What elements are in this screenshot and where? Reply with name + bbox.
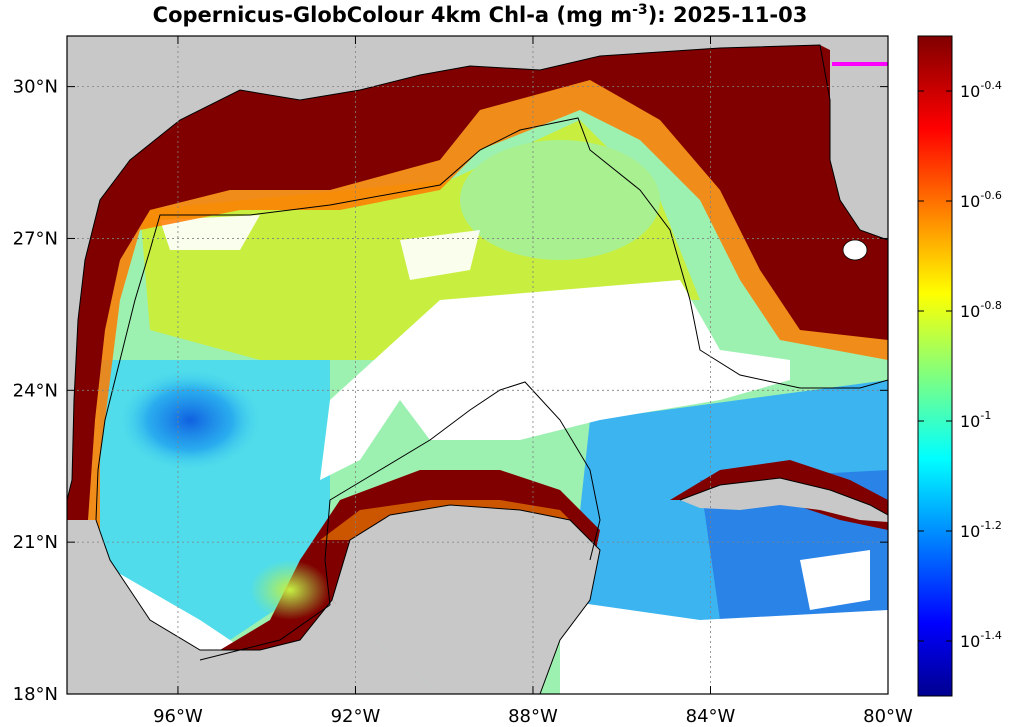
title-suffix: ): 2025-11-03 bbox=[647, 3, 808, 27]
y-tick-label: 27°N bbox=[13, 228, 58, 249]
colorbar-tick-label: 10-1.2 bbox=[960, 519, 1002, 541]
x-tick-label: 92°W bbox=[331, 706, 381, 727]
low-chl-eddy bbox=[120, 370, 260, 470]
eez-boundary-north bbox=[149, 117, 888, 389]
x-tick-label: 84°W bbox=[686, 706, 736, 727]
map-title: Copernicus-GlobColour 4km Chl-a (mg m-3)… bbox=[0, 2, 960, 27]
eez-boundary-sw bbox=[199, 604, 331, 661]
coastline-south bbox=[95, 504, 601, 694]
y-tick-label: 21°N bbox=[13, 532, 58, 553]
green-patch bbox=[250, 560, 330, 620]
map-frame bbox=[66, 35, 889, 695]
colorbar-tick-label: 10-0.4 bbox=[960, 79, 1002, 101]
loop-region bbox=[460, 140, 660, 260]
y-tick-label: 18°N bbox=[13, 684, 58, 705]
colorbar-ticks: 10-0.4 10-0.6 10-0.8 10-1 10-1.2 10-1.4 bbox=[918, 79, 1002, 651]
x-tick-label: 88°W bbox=[508, 706, 558, 727]
no-data-cloud-center bbox=[320, 280, 790, 480]
land-us bbox=[67, 36, 888, 500]
colorbar-tick-label: 10-0.6 bbox=[960, 189, 1002, 211]
colorbar-tick-label: 10-1.4 bbox=[960, 629, 1002, 651]
y-tick-label: 24°N bbox=[13, 380, 58, 401]
high-chl-coastal-band bbox=[67, 36, 888, 520]
y-axis-labels: 30°N 27°N 24°N 21°N 18°N bbox=[13, 77, 58, 705]
lake-okeechobee bbox=[842, 239, 868, 261]
eez-boundary-mexico bbox=[324, 381, 601, 606]
colorbar-tick-label: 10-1 bbox=[960, 409, 991, 431]
grid-lines bbox=[67, 36, 888, 694]
no-data-cloud-east bbox=[800, 550, 870, 610]
colorbar bbox=[917, 35, 953, 697]
title-prefix: Copernicus-GlobColour 4km Chl-a (mg m bbox=[152, 3, 633, 27]
land-cuba bbox=[680, 478, 888, 522]
y-tick-label: 30°N bbox=[13, 77, 58, 98]
x-axis-labels: 96°W 92°W 88°W 84°W 80°W bbox=[153, 706, 913, 727]
no-data-cloud-mid bbox=[400, 230, 480, 280]
colorbar-tick-label: 10-0.8 bbox=[960, 299, 1002, 321]
coastline-north bbox=[67, 44, 888, 501]
no-data-cloud-north bbox=[160, 215, 260, 250]
land-florida bbox=[830, 45, 888, 240]
map-layers bbox=[67, 36, 888, 694]
x-tick-label: 80°W bbox=[863, 706, 913, 727]
no-data-cloud-south bbox=[560, 600, 888, 694]
axis-ticks bbox=[67, 36, 889, 695]
coastline-cuba bbox=[679, 477, 888, 516]
land-mexico bbox=[67, 520, 440, 694]
x-tick-label: 96°W bbox=[153, 706, 203, 727]
title-exponent: -3 bbox=[632, 2, 648, 18]
